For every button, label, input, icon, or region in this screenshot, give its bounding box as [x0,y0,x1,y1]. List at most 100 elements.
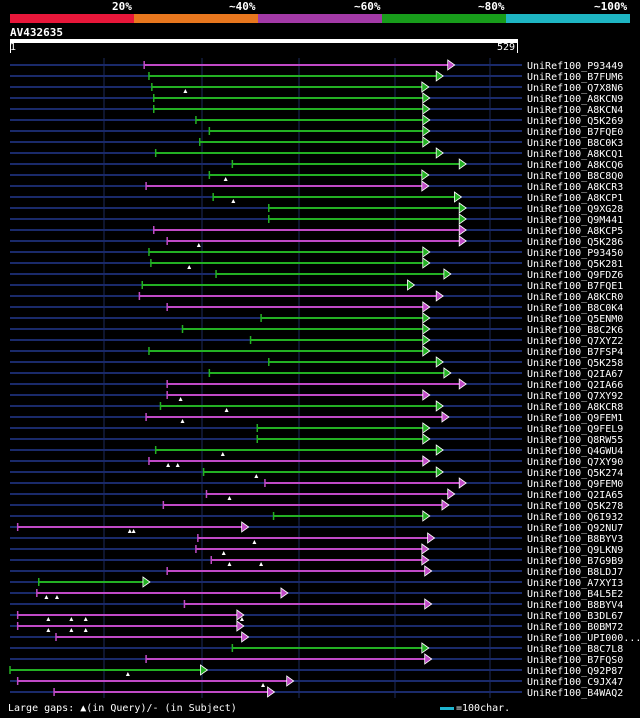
hit-label[interactable]: UniRef100_Q9FEM1 [527,413,623,424]
hit-label[interactable]: UniRef100_Q92NU7 [527,523,623,534]
hit-label[interactable]: UniRef100_Q5K286 [527,237,623,248]
hit-row[interactable]: UniRef100_Q4GWU4 [10,444,623,457]
hit-label[interactable]: UniRef100_A8KCN9 [527,94,623,105]
hit-row[interactable]: UniRef100_Q9FDZ6 [10,268,623,281]
hit-row[interactable]: UniRef100_Q2IA66 [10,378,623,391]
hit-row[interactable]: UniRef100_Q5K258 [10,356,623,369]
hit-row[interactable]: UniRef100_B8C0K4 [10,301,623,314]
hit-label[interactable]: UniRef100_Q7XYZ2 [527,336,623,347]
hit-label[interactable]: UniRef100_A8KCR8 [527,402,623,413]
hit-row[interactable]: UniRef100_B8LDJ7 [10,565,623,578]
hit-label[interactable]: UniRef100_Q5K274 [527,468,623,479]
hit-row[interactable]: UniRef100_A8KCN4 [10,103,623,116]
hit-row[interactable]: UniRef100_B8C0K3 [10,136,623,149]
hit-row[interactable]: UniRef100_A8KCQ1 [10,147,623,160]
hit-label[interactable]: UniRef100_Q5K258 [527,358,623,369]
hit-label[interactable]: UniRef100_B7FQE0 [527,127,623,138]
hit-label[interactable]: UniRef100_Q7XY92 [527,391,623,402]
hit-row[interactable]: UniRef100_Q5ENM0 [10,312,623,325]
hit-row[interactable]: UniRef100_A8KCR0 [10,290,623,303]
hit-label[interactable]: UniRef100_Q2IA66 [527,380,623,391]
hit-row[interactable]: UniRef100_B8C2K6 [10,323,623,336]
hit-row[interactable]: UniRef100_B8BYV3 [10,532,623,545]
hit-row[interactable]: UniRef100_P93449 [10,59,623,72]
hit-row[interactable]: UniRef100_A8KCQ6 [10,158,623,171]
hit-row[interactable]: UniRef100_Q9FEM1 [10,411,623,424]
hit-label[interactable]: UniRef100_B8C7L8 [527,644,623,655]
hit-label[interactable]: UniRef100_P93450 [527,248,623,259]
hit-row[interactable]: UniRef100_Q5K274 [10,466,623,479]
hit-row[interactable]: UniRef100_A8KCR8 [10,400,623,413]
hit-row[interactable]: UniRef100_B4L5E2 [10,587,623,600]
hit-row[interactable]: UniRef100_B8BYV4 [10,598,623,611]
hit-label[interactable]: UniRef100_A8KCP1 [527,193,623,204]
hit-row[interactable]: UniRef100_B7FQS0 [10,653,623,666]
hit-row[interactable]: UniRef100_Q5K278 [10,499,623,512]
hit-label[interactable]: UniRef100_A8KCQ1 [527,149,623,160]
hit-row[interactable]: UniRef100_B0BM72 [10,620,623,633]
hit-row[interactable]: UniRef100_Q9XG28 [10,202,623,215]
hit-label[interactable]: UniRef100_B0BM72 [527,622,623,633]
hit-row[interactable]: UniRef100_Q9FEL9 [10,422,623,435]
hit-label[interactable]: UniRef100_Q9FDZ6 [527,270,623,281]
hit-label[interactable]: UniRef100_Q2IA65 [527,490,623,501]
hit-label[interactable]: UniRef100_A7XYI3 [527,578,623,589]
hit-label[interactable]: UniRef100_Q6I932 [527,512,623,523]
hit-row[interactable]: UniRef100_A8KCR3 [10,180,623,193]
hit-row[interactable]: UniRef100_Q6I932 [10,510,623,523]
hit-label[interactable]: UniRef100_Q7XY90 [527,457,623,468]
hit-label[interactable]: UniRef100_B4WAQ2 [527,688,623,699]
hit-label[interactable]: UniRef100_Q7X8N6 [527,83,623,94]
hit-row[interactable]: UniRef100_A7XYI3 [10,576,623,589]
hit-label[interactable]: UniRef100_Q9M441 [527,215,623,226]
hit-label[interactable]: UniRef100_Q8RW55 [527,435,623,446]
hit-row[interactable]: UniRef100_B7FSP4 [10,345,623,358]
hit-row[interactable]: UniRef100_C9JX47 [10,675,623,688]
hit-label[interactable]: UniRef100_Q9XG28 [527,204,623,215]
hit-row[interactable]: UniRef100_Q5K286 [10,235,623,248]
hit-label[interactable]: UniRef100_B7FUM6 [527,72,623,83]
hit-label[interactable]: UniRef100_B7FQS0 [527,655,623,666]
hit-row[interactable]: UniRef100_B7FQE1 [10,279,623,292]
hit-row[interactable]: UniRef100_B3DL67 [10,609,623,622]
hit-label[interactable]: UniRef100_B8LDJ7 [527,567,623,578]
hit-label[interactable]: UniRef100_Q5K269 [527,116,623,127]
hit-row[interactable]: UniRef100_A8KCN9 [10,92,623,105]
hit-row[interactable]: UniRef100_B8C7L8 [10,642,623,655]
hit-row[interactable]: UniRef100_Q8RW55 [10,433,623,446]
hit-label[interactable]: UniRef100_A8KCN4 [527,105,623,116]
hit-label[interactable]: UniRef100_B7G9B9 [527,556,623,567]
hit-row[interactable]: UniRef100_Q9M441 [10,213,623,226]
hit-label[interactable]: UniRef100_B8BYV3 [527,534,623,545]
hit-row[interactable]: UniRef100_B8C8Q0 [10,169,623,182]
hit-row[interactable]: UniRef100_Q7X8N6 [10,81,623,94]
hit-label[interactable]: UniRef100_B4L5E2 [527,589,623,600]
hit-label[interactable]: UniRef100_B7FSP4 [527,347,623,358]
hit-label[interactable]: UniRef100_Q9LKN9 [527,545,623,556]
hit-row[interactable]: UniRef100_UPI000... [10,631,640,644]
hit-row[interactable]: UniRef100_P93450 [10,246,623,259]
hit-row[interactable]: UniRef100_B4WAQ2 [10,686,623,699]
hit-label[interactable]: UniRef100_B7FQE1 [527,281,623,292]
hit-row[interactable]: UniRef100_Q7XY90 [10,455,623,468]
hit-row[interactable]: UniRef100_Q92P87 [9,664,623,677]
hit-row[interactable]: UniRef100_Q9FEM0 [10,477,623,490]
hit-label[interactable]: UniRef100_A8KCQ6 [527,160,623,171]
hit-row[interactable]: UniRef100_B7G9B9 [10,554,623,567]
hit-label[interactable]: UniRef100_C9JX47 [527,677,623,688]
hit-label[interactable]: UniRef100_A8KCP5 [527,226,623,237]
hit-row[interactable]: UniRef100_Q5K281 [10,257,623,270]
hit-label[interactable]: UniRef100_B8C8Q0 [527,171,623,182]
hit-row[interactable]: UniRef100_Q5K269 [10,114,623,127]
hit-label[interactable]: UniRef100_Q9FEL9 [527,424,623,435]
hit-label[interactable]: UniRef100_B8BYV4 [527,600,623,611]
hit-label[interactable]: UniRef100_Q92P87 [527,666,623,677]
hit-label[interactable]: UniRef100_Q5K278 [527,501,623,512]
hit-row[interactable]: UniRef100_Q2IA65 [10,488,623,501]
hit-label[interactable]: UniRef100_Q5K281 [527,259,623,270]
hit-label[interactable]: UniRef100_UPI000... [527,633,640,644]
hit-label[interactable]: UniRef100_B8C0K3 [527,138,623,149]
hit-label[interactable]: UniRef100_Q4GWU4 [527,446,623,457]
hit-label[interactable]: UniRef100_Q9FEM0 [527,479,623,490]
hit-label[interactable]: UniRef100_B8C2K6 [527,325,623,336]
